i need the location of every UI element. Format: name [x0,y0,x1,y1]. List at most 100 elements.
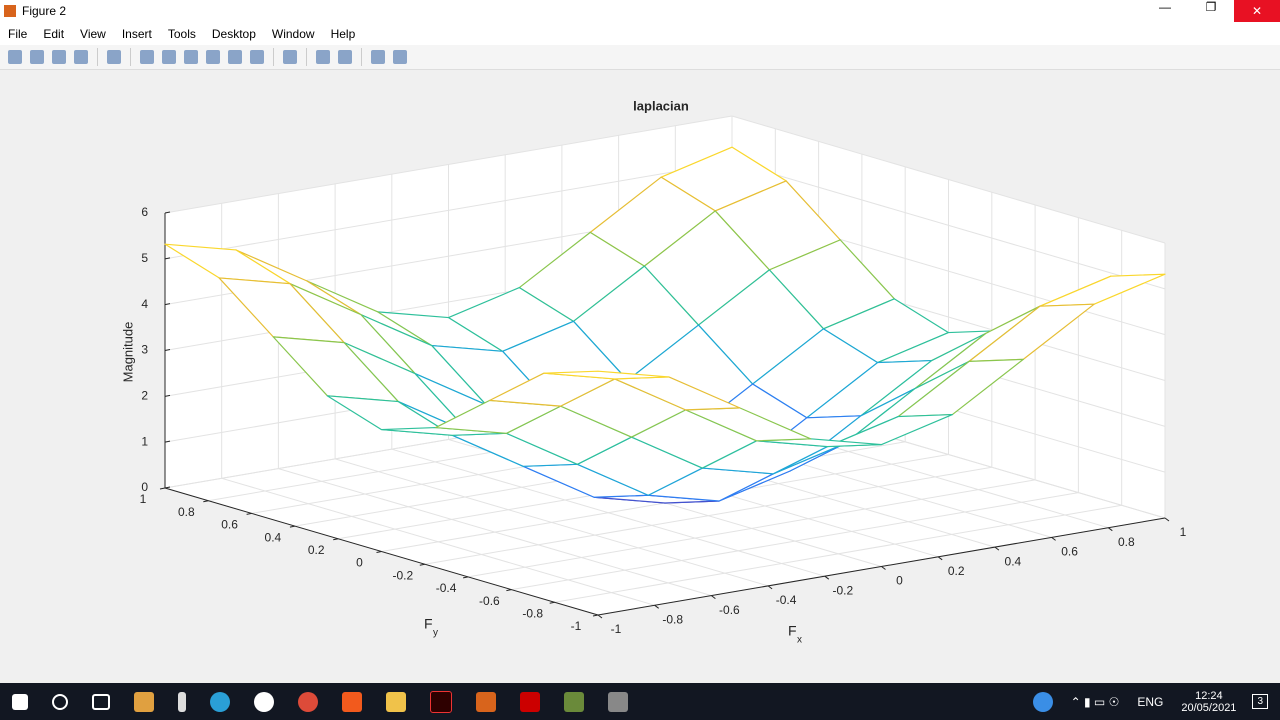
app-icon[interactable] [178,691,186,712]
save-icon[interactable] [52,50,66,64]
app-icon[interactable] [254,691,274,712]
brave-icon[interactable] [342,691,362,712]
y-tick-label: 0.4 [265,530,282,544]
menu-item[interactable]: Insert [121,26,152,41]
datatip-icon[interactable] [228,50,242,64]
x-tick [994,546,1000,551]
new-icon[interactable] [8,50,22,64]
print-icon[interactable] [74,50,88,64]
y-tick-label: 0.2 [308,543,325,557]
explorer-icon[interactable] [386,691,406,712]
open-icon[interactable] [30,50,44,64]
select-icon[interactable] [107,50,121,64]
y-tick-label: 0 [356,556,363,570]
pan-icon[interactable] [184,50,198,64]
toolbar [0,45,1280,70]
y-tick [549,601,555,604]
y-tick-label: -0.6 [479,594,500,608]
start-button[interactable] [12,693,28,710]
z-tick-label: 5 [141,251,148,265]
app-icon [4,5,16,17]
notifications[interactable]: 3 [1252,694,1268,709]
brush-icon[interactable] [250,50,264,64]
z-tick [164,394,171,397]
z-tick-label: 6 [141,205,148,219]
y-tick [419,563,425,566]
search-button[interactable] [52,693,68,710]
menu-item[interactable]: Tools [167,26,196,41]
chart-title: laplacian [633,98,689,113]
x-tick [824,575,830,580]
grid-line [731,115,1166,244]
zoom-out-icon[interactable] [162,50,176,64]
z-axis-label: Magnitude [120,322,135,383]
clock[interactable]: 12:24 20/05/2021 [1181,690,1236,714]
menu-item[interactable]: View [80,26,106,41]
y-tick-label: -0.4 [436,581,457,595]
y-tick [333,538,339,541]
date: 20/05/2021 [1181,701,1237,714]
zoom-in-icon[interactable] [140,50,154,64]
y-tick [376,551,382,553]
menu-item[interactable]: Window [271,26,315,41]
link-icon[interactable] [283,50,297,64]
app-icon[interactable] [608,691,628,712]
restore-button[interactable]: ❐ [1205,0,1217,14]
y-axis-label: F [424,616,433,632]
menu-item[interactable]: Help [330,26,356,41]
x-tick [654,604,660,609]
time: 12:24 [1195,689,1223,702]
x-tick-label: -0.6 [719,603,740,617]
acrobat-icon[interactable] [520,691,540,712]
menu-item[interactable]: Edit [43,26,65,41]
menu-bar: File Edit View Insert Tools Desktop Window Help [0,22,1280,45]
x-tick-label: 0 [896,574,903,588]
app-icon[interactable] [564,691,584,712]
animate-icon[interactable] [430,690,452,713]
hide-tools-icon[interactable] [371,50,385,64]
title-bar: Figure 2 — ❐ ✕ [0,0,1280,22]
chrome-icon[interactable] [298,691,318,712]
z-tick-label: 2 [141,389,148,403]
help-icon[interactable] [1032,691,1053,712]
x-tick-label: 0.8 [1118,535,1135,549]
show-tools-icon[interactable] [393,50,407,64]
menu-item[interactable]: Desktop [211,26,256,41]
grid-line [424,466,992,565]
system-tray: ⌃ ▮ ▭ ☉ ENG 12:24 20/05/2021 3 [1025,690,1280,714]
minimize-button[interactable]: — [1159,0,1171,14]
close-button[interactable]: ✕ [1234,0,1280,22]
window-controls: — ❐ ✕ [1142,0,1280,22]
y-tick-label: -1 [571,619,582,633]
y-tick [506,589,512,592]
rotate-icon[interactable] [206,50,220,64]
app-icon[interactable] [134,691,154,712]
x-tick-label: 0.6 [1061,545,1078,559]
x-tick-label: -0.8 [662,612,683,626]
grid-line [468,479,1036,578]
task-view-button[interactable] [92,693,110,710]
x-tick-label: 0.2 [948,564,965,578]
matlab-icon[interactable] [476,691,496,712]
x-axis-label-subscript: x [797,635,802,646]
y-tick-label: 0.6 [221,518,238,532]
legend-icon[interactable] [338,50,352,64]
x-tick [937,556,943,561]
menu-item[interactable]: File [8,26,28,41]
y-tick-label: 1 [140,492,147,506]
app-icon[interactable] [210,691,230,712]
grid-line [511,492,1079,591]
axes: -1 -0.8 -0.6 -0.4 -0.2 0 0.2 0.4 0.6 0.8 1 -1 -0.8 -0… [140,115,1187,636]
language[interactable]: ENG [1137,694,1164,709]
grid-line [164,115,733,214]
z-tick [164,211,171,214]
x-tick [1164,517,1170,522]
colorbar-icon[interactable] [316,50,330,64]
x-tick [711,595,716,599]
grid-line [554,504,1122,603]
x-axis-label: F [788,623,797,639]
z-tick [164,257,171,260]
z-tick-label: 1 [141,434,148,448]
